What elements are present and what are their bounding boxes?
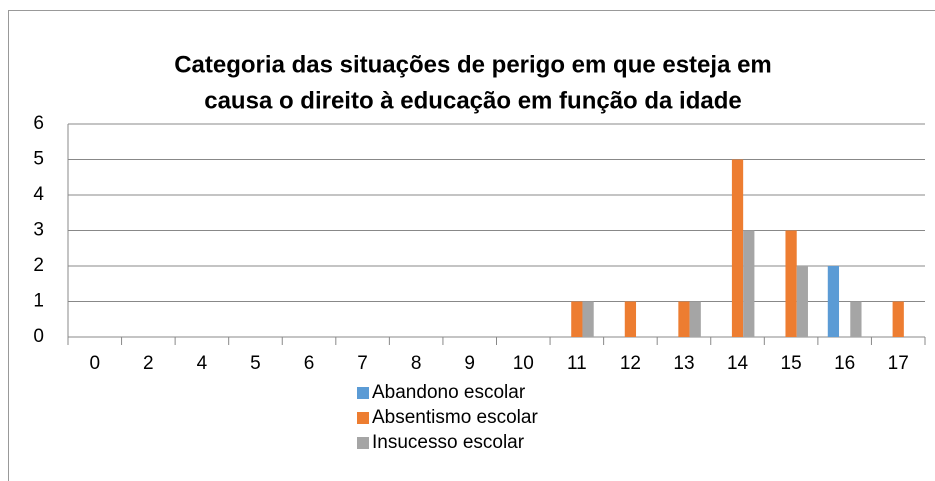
bar	[678, 301, 690, 337]
y-tick-label: 6	[33, 113, 44, 134]
chart-title: Categoria das situações de perigo em que…	[174, 51, 772, 78]
x-tick-label: 10	[513, 353, 534, 374]
x-tick-label: 17	[888, 353, 909, 374]
legend-label: Insucesso escolar	[372, 432, 525, 453]
x-tick-label: 13	[673, 353, 694, 374]
x-tick-label: 6	[304, 353, 315, 374]
x-tick-label: 16	[834, 353, 855, 374]
bar	[689, 301, 701, 337]
x-tick-label: 4	[197, 353, 208, 374]
bar	[571, 301, 583, 337]
x-tick-label: 8	[411, 353, 422, 374]
x-tick-label: 14	[727, 353, 749, 374]
y-tick-label: 0	[33, 326, 44, 347]
y-tick-label: 5	[33, 149, 44, 170]
y-tick-label: 4	[33, 184, 44, 205]
x-tick-label: 0	[89, 353, 100, 374]
x-tick-label: 12	[620, 353, 641, 374]
legend-label: Abandono escolar	[372, 382, 526, 403]
legend-label: Absentismo escolar	[372, 407, 538, 428]
x-tick-label: 2	[143, 353, 154, 374]
y-tick-label: 2	[33, 255, 44, 276]
x-tick-label: 11	[567, 353, 587, 374]
chart-border	[8, 10, 935, 481]
bar	[743, 230, 755, 337]
bar	[892, 301, 904, 337]
x-tick-label: 7	[357, 353, 368, 374]
bar	[796, 266, 808, 337]
bar	[624, 301, 637, 337]
bar	[582, 301, 594, 337]
bar	[731, 159, 744, 337]
legend-swatch	[357, 412, 369, 424]
legend-swatch	[357, 387, 369, 399]
chart-title: causa o direito à educação em função da …	[204, 87, 742, 114]
bar	[827, 266, 840, 337]
y-tick-label: 1	[33, 291, 44, 312]
x-tick-label: 5	[250, 353, 261, 374]
x-tick-label: 9	[464, 353, 475, 374]
bar	[785, 230, 797, 337]
y-tick-label: 3	[33, 220, 44, 241]
x-tick-label: 15	[781, 353, 802, 374]
bar	[850, 301, 862, 337]
legend-swatch	[357, 437, 369, 449]
